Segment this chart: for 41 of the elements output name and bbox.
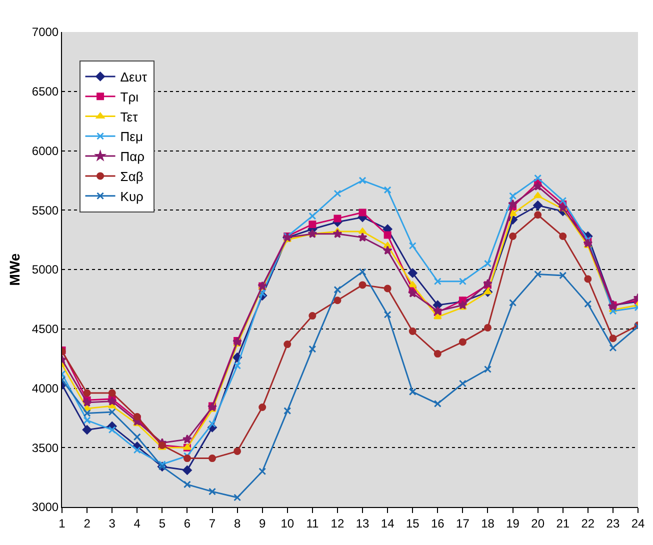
y-tick-label: 6500 [32,84,59,99]
x-tick-label: 14 [380,516,395,530]
x-tick-label: 12 [330,516,344,530]
legend-label: Πεμ [120,129,143,144]
legend-label: Τρι [120,89,139,104]
x-tick-label: 11 [306,516,319,530]
x-tick-label: 5 [158,516,166,530]
y-tick-label: 7000 [32,25,59,40]
x-tick-label: 2 [84,516,91,530]
x-tick-label: 4 [134,516,141,530]
x-tick-label: 18 [481,516,495,530]
x-tick-label: 23 [606,516,620,530]
y-tick-label: 5500 [32,203,59,218]
legend-label: Τετ [120,109,139,124]
y-tick-label: 3500 [32,440,59,455]
x-tick-label: 13 [356,516,370,530]
x-tick-label: 24 [631,516,645,530]
x-tick-label: 10 [280,516,294,530]
x-tick-label: 19 [506,516,520,530]
y-tick-label: 6000 [32,144,59,158]
y-tick-label: 5000 [32,262,59,277]
x-tick-label: 17 [456,516,470,530]
x-tick-label: 1 [58,516,66,530]
x-tick-label: 22 [581,516,595,530]
x-tick-label: 15 [406,516,420,530]
y-tick-label: 4000 [32,381,59,396]
x-tick-label: 21 [556,516,570,530]
x-tick-label: 3 [108,516,116,530]
y-axis-title: MWe [6,253,22,286]
legend-label: Σαβ [120,169,144,184]
legend-label: Παρ [120,149,145,164]
x-tick-label: 7 [208,516,216,530]
x-tick-label: 6 [184,516,191,530]
y-tick-label: 3000 [32,500,59,514]
x-tick-label: 9 [259,516,266,530]
x-tick-label: 20 [531,516,545,530]
y-tick-label: 4500 [32,322,59,336]
x-tick-label: 16 [430,516,445,530]
x-tick-label: 8 [234,516,241,530]
legend-label: Δευτ [120,70,148,85]
legend-label: Κυρ [120,188,144,204]
